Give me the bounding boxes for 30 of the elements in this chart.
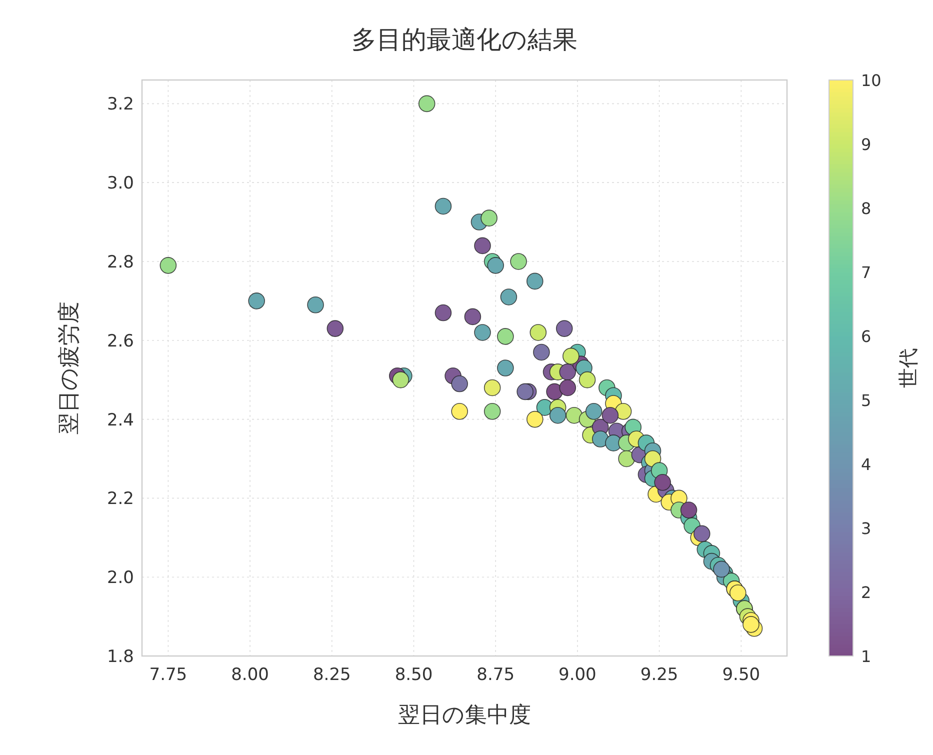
y-tick-label: 3.2 <box>106 94 134 115</box>
color-bar-title: 世代 <box>896 348 920 388</box>
x-tick-label: 8.00 <box>231 665 269 685</box>
color-bar-label: 7 <box>861 263 872 282</box>
color-bar-label: 8 <box>861 199 872 218</box>
y-tick-label: 2.6 <box>106 331 134 352</box>
x-tick-label: 9.50 <box>722 665 760 685</box>
y-tick-label: 1.8 <box>106 647 134 667</box>
x-tick-label: 8.25 <box>312 665 351 685</box>
y-axis-title: 翌日の疲労度 <box>57 302 82 434</box>
y-tick-label: 2.2 <box>106 489 134 510</box>
color-bar-label: 10 <box>861 71 882 90</box>
x-tick-label: 8.50 <box>394 665 433 685</box>
color-bar-label: 5 <box>861 391 872 410</box>
x-tick-label: 9.25 <box>640 665 678 685</box>
x-axis-title: 翌日の集中度 <box>398 703 531 728</box>
color-bar-label: 2 <box>861 583 872 602</box>
color-bar-label: 4 <box>861 455 872 474</box>
color-bar-label: 1 <box>861 647 872 666</box>
color-bar-label: 9 <box>861 135 872 154</box>
x-tick-label: 8.75 <box>476 665 515 685</box>
color-bar-label: 6 <box>861 327 872 346</box>
x-tick-label: 7.75 <box>149 665 188 685</box>
color-bar-label: 3 <box>861 519 872 538</box>
y-tick-label: 2.8 <box>106 252 134 272</box>
y-tick-label: 3.0 <box>106 174 134 194</box>
x-tick-label: 9.00 <box>558 665 596 685</box>
chart-title: 多目的最適化の結果 <box>352 25 578 54</box>
y-tick-label: 2.0 <box>106 568 134 588</box>
y-tick-label: 2.4 <box>106 410 134 430</box>
